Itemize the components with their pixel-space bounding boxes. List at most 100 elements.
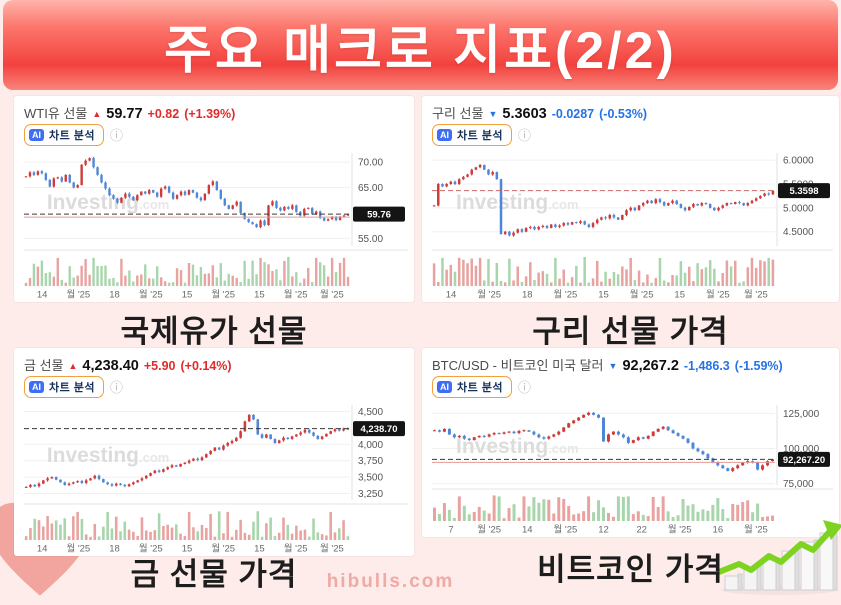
- svg-text:월 '25: 월 '25: [630, 289, 654, 301]
- price-change-pct: (-1.59%): [734, 359, 783, 373]
- price-change: +5.90: [143, 359, 176, 373]
- ai-icon: AI: [437, 129, 452, 141]
- last-price: 59.77: [106, 106, 143, 122]
- svg-text:월 '25: 월 '25: [211, 289, 235, 301]
- ai-badge-label: 차트 분석: [457, 130, 504, 142]
- price-change-pct: (+0.14%): [180, 359, 232, 373]
- chart-card-copper: 구리 선물 ▼ 5.3603 -0.0287 (-0.53%) AI 차트 분석…: [422, 96, 839, 302]
- price-change: +0.82: [147, 107, 180, 121]
- svg-text:92,267.20: 92,267.20: [783, 455, 825, 466]
- svg-text:4,500: 4,500: [358, 407, 383, 418]
- instrument-header: 구리 선물 ▼ 5.3603 -0.0287 (-0.53%): [432, 103, 833, 122]
- svg-text:65.00: 65.00: [358, 183, 383, 194]
- instrument-header: WTI유 선물 ▲ 59.77 +0.82 (+1.39%): [24, 103, 408, 122]
- svg-text:월 '25: 월 '25: [284, 543, 308, 555]
- svg-text:3,250: 3,250: [358, 489, 383, 500]
- svg-text:6.0000: 6.0000: [783, 156, 814, 167]
- svg-text:59.76: 59.76: [367, 210, 391, 221]
- instrument-name: WTI유 선물: [24, 106, 88, 121]
- svg-text:3,750: 3,750: [358, 456, 383, 467]
- title-banner: 주요 매크로 지표(2/2): [3, 0, 838, 90]
- svg-text:15: 15: [254, 544, 265, 555]
- info-icon[interactable]: ⓘ: [518, 127, 532, 143]
- svg-text:22: 22: [636, 525, 647, 536]
- svg-text:월 '25: 월 '25: [477, 289, 501, 301]
- svg-text:14: 14: [37, 290, 48, 301]
- svg-text:15: 15: [182, 290, 193, 301]
- svg-text:15: 15: [674, 290, 685, 301]
- ai-badge-label: 차트 분석: [49, 382, 96, 394]
- svg-text:4,000: 4,000: [358, 440, 383, 451]
- price-change-pct: (-0.53%): [599, 107, 648, 121]
- ai-icon: AI: [29, 381, 44, 393]
- candlestick-chart-wti[interactable]: 70.00 65.00 55.00 Investing.com 59.76 14 월 '25…: [24, 149, 408, 300]
- svg-text:12: 12: [598, 525, 609, 536]
- candlestick-chart-copper[interactable]: 6.00005.50005.00004.5000Investing.com5.3…: [432, 149, 833, 300]
- ai-badge-label: 차트 분석: [49, 130, 96, 142]
- svg-text:월 '25: 월 '25: [211, 543, 235, 555]
- caption-gold-futures: 금 선물 가격: [130, 557, 298, 592]
- candlestick-chart-gold[interactable]: 4,500 4,000 3,750 3,500 3,250 Investing.com 4,…: [24, 401, 408, 554]
- svg-text:월 '25: 월 '25: [744, 289, 768, 301]
- svg-text:14: 14: [37, 544, 48, 555]
- ai-chart-analysis-button[interactable]: AI 차트 분석: [24, 376, 105, 398]
- instrument-name: BTC/USD - 비트코인 미국 달러: [432, 358, 604, 373]
- ai-chart-analysis-button[interactable]: AI 차트 분석: [24, 124, 105, 146]
- ai-badge-label: 차트 분석: [457, 382, 504, 394]
- svg-text:Investing.com: Investing.com: [47, 191, 170, 214]
- svg-text:Investing.com: Investing.com: [47, 444, 170, 467]
- candlestick-chart-btc[interactable]: 125,000 100,000 75,000 Investing.com 92,267.…: [432, 401, 833, 535]
- svg-text:월 '25: 월 '25: [744, 524, 768, 536]
- svg-text:15: 15: [182, 544, 193, 555]
- ai-chart-analysis-button[interactable]: AI 차트 분석: [432, 124, 513, 146]
- down-arrow-icon: ▼: [608, 361, 618, 371]
- svg-text:월 '25: 월 '25: [554, 289, 578, 301]
- growth-chart-icon: [716, 518, 841, 601]
- svg-text:월 '25: 월 '25: [554, 524, 578, 536]
- svg-text:5.0000: 5.0000: [783, 203, 814, 214]
- ai-icon: AI: [29, 129, 44, 141]
- svg-text:18: 18: [109, 290, 120, 301]
- svg-text:55.00: 55.00: [358, 234, 383, 245]
- svg-text:월 '25: 월 '25: [706, 289, 730, 301]
- ai-icon: AI: [437, 381, 452, 393]
- svg-text:16: 16: [713, 525, 724, 536]
- svg-text:75,000: 75,000: [783, 479, 814, 490]
- svg-text:14: 14: [446, 290, 457, 301]
- last-price: 92,267.2: [622, 358, 679, 374]
- chart-card-btc: BTC/USD - 비트코인 미국 달러 ▼ 92,267.2 -1,486.3…: [422, 348, 839, 537]
- instrument-name: 구리 선물: [432, 106, 484, 121]
- svg-text:18: 18: [109, 544, 120, 555]
- svg-text:7: 7: [448, 525, 453, 536]
- caption-bitcoin: 비트코인 가격: [537, 552, 724, 587]
- svg-text:125,000: 125,000: [783, 409, 820, 420]
- info-icon[interactable]: ⓘ: [110, 127, 124, 143]
- svg-text:월 '25: 월 '25: [320, 289, 344, 301]
- price-change-pct: (+1.39%): [184, 107, 236, 121]
- instrument-name: 금 선물: [24, 358, 64, 373]
- svg-text:월 '25: 월 '25: [66, 543, 90, 555]
- svg-text:3,500: 3,500: [358, 473, 383, 484]
- svg-text:4.5000: 4.5000: [783, 227, 814, 238]
- svg-text:월 '25: 월 '25: [139, 543, 163, 555]
- svg-text:Investing.com: Investing.com: [456, 435, 579, 458]
- caption-oil-futures: 국제유가 선물: [120, 314, 308, 349]
- up-arrow-icon: ▲: [68, 361, 78, 371]
- chart-card-wti: WTI유 선물 ▲ 59.77 +0.82 (+1.39%) AI 차트 분석 …: [14, 96, 414, 302]
- svg-text:Investing.com: Investing.com: [456, 191, 579, 214]
- svg-text:15: 15: [254, 290, 265, 301]
- svg-text:월 '25: 월 '25: [477, 524, 501, 536]
- ai-chart-analysis-button[interactable]: AI 차트 분석: [432, 376, 513, 398]
- info-icon[interactable]: ⓘ: [110, 379, 124, 395]
- svg-text:월 '25: 월 '25: [139, 289, 163, 301]
- site-watermark: hibulls.com: [326, 571, 455, 592]
- info-icon[interactable]: ⓘ: [518, 379, 532, 395]
- svg-text:100,000: 100,000: [783, 444, 820, 455]
- svg-text:14: 14: [522, 525, 533, 536]
- svg-text:18: 18: [522, 290, 533, 301]
- instrument-header: BTC/USD - 비트코인 미국 달러 ▼ 92,267.2 -1,486.3…: [432, 355, 833, 374]
- svg-text:월 '25: 월 '25: [320, 543, 344, 555]
- instrument-header: 금 선물 ▲ 4,238.40 +5.90 (+0.14%): [24, 355, 408, 374]
- svg-text:4,238.70: 4,238.70: [361, 424, 398, 435]
- up-arrow-icon: ▲: [92, 109, 102, 119]
